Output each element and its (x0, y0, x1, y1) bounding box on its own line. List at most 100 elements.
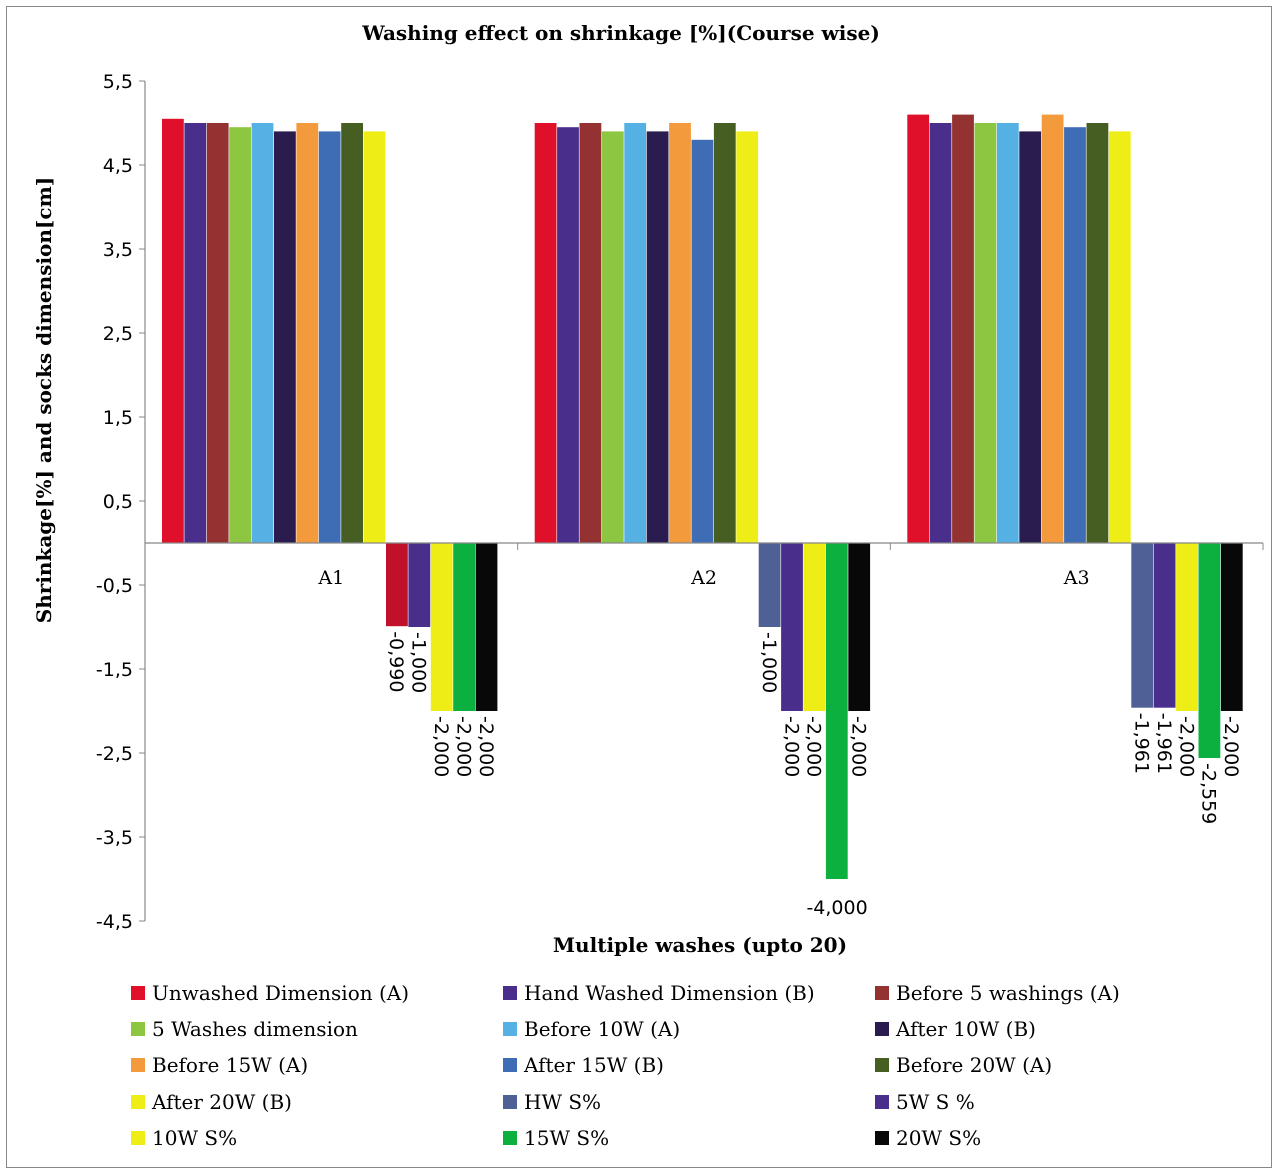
legend-swatch (875, 1095, 889, 1109)
data-label: -2,000 (780, 716, 802, 777)
y-tick-label: -1,5 (96, 659, 133, 681)
data-label: -0,990 (385, 631, 407, 692)
bar (408, 543, 431, 627)
bar (974, 123, 997, 543)
legend-label: Hand Washed Dimension (B) (524, 981, 815, 1005)
data-label: -2,000 (1175, 716, 1197, 777)
bar (1176, 543, 1198, 711)
chart-frame (6, 6, 1272, 1168)
x-axis-title: Multiple washes (upto 20) (553, 933, 847, 957)
bar (557, 127, 579, 543)
bar (624, 123, 647, 543)
category-label: A1 (317, 567, 344, 589)
legend-swatch (875, 1131, 889, 1145)
bar (1131, 543, 1154, 708)
y-tick-label: -2,5 (96, 743, 133, 765)
legend-swatch (131, 986, 145, 1000)
bar (825, 543, 848, 879)
category-labels: A1 A2 A3 (317, 567, 1089, 589)
bar (1019, 131, 1042, 543)
bar (1198, 543, 1221, 758)
legend-label: HW S% (524, 1090, 601, 1114)
legend-swatch (875, 1022, 889, 1036)
legend-swatch (503, 1022, 517, 1036)
bar (713, 123, 736, 543)
data-label: -1,961 (1153, 713, 1175, 774)
bar (341, 123, 363, 543)
legend-label: 5W S % (896, 1090, 975, 1114)
bar (386, 543, 408, 627)
legend-swatch (503, 1131, 517, 1145)
data-label: -1,961 (1131, 713, 1153, 774)
category-label: A2 (690, 567, 717, 589)
y-tick-label: -4,5 (96, 911, 133, 933)
legend-label: 5 Washes dimension (152, 1017, 358, 1041)
legend-swatch (503, 1095, 517, 1109)
legend-label: After 15W (B) (523, 1053, 664, 1077)
y-tick-label: -3,5 (96, 827, 133, 849)
bar (1153, 543, 1176, 708)
data-label: -2,559 (1198, 763, 1220, 824)
bar (758, 543, 781, 627)
chart-title: Washing effect on shrinkage [%](Course w… (361, 21, 880, 45)
bar (736, 131, 759, 543)
legend-swatch (875, 986, 889, 1000)
bar (1086, 123, 1109, 543)
bar (1108, 131, 1131, 543)
legend-label: 10W S% (152, 1126, 237, 1150)
data-label: -2,000 (430, 716, 452, 777)
bar (1220, 543, 1243, 711)
legend-label: Before 20W (A) (896, 1053, 1052, 1077)
y-tick-label: 0,5 (103, 491, 133, 513)
bar (781, 543, 803, 711)
y-axis: 5,5 4,5 3,5 2,5 1,5 0,5 -0,5 -1,5 -2,5 -3,5 -4,5 (96, 71, 145, 933)
bar (1041, 114, 1064, 543)
legend-swatch (131, 1095, 145, 1109)
bar (430, 543, 453, 711)
data-label: -1,000 (408, 632, 430, 693)
bar (691, 139, 714, 544)
bar (848, 543, 871, 711)
bar (646, 131, 669, 543)
bar (453, 543, 475, 711)
y-tick-label: 3,5 (103, 239, 133, 261)
bar (274, 131, 296, 543)
legend-label: Before 10W (A) (524, 1017, 680, 1041)
data-label: -1,000 (758, 632, 780, 693)
bar (229, 127, 251, 543)
y-tick-label: 2,5 (103, 323, 133, 345)
data-label: -2,000 (803, 716, 825, 777)
legend-label: After 20W (B) (151, 1090, 292, 1114)
legend-swatch (503, 986, 517, 1000)
bar (929, 123, 952, 543)
bar (184, 123, 207, 543)
legend-swatch (131, 1058, 145, 1072)
legend-label: Before 5 washings (A) (896, 981, 1120, 1005)
bar (579, 123, 602, 543)
data-label: -2,000 (1220, 716, 1242, 777)
legend-label: Unwashed Dimension (A) (152, 981, 409, 1005)
bar (162, 118, 184, 544)
data-label: -2,000 (452, 716, 474, 777)
bar (803, 543, 826, 711)
legend-swatch (131, 1022, 145, 1036)
data-label: -4,000 (806, 897, 867, 919)
legend-label: 20W S% (896, 1126, 981, 1150)
y-tick-label: -0,5 (96, 575, 133, 597)
data-labels: -0,990 -1,000-2,000 -2,000 -2,000-1,000-2,0… (385, 631, 1242, 919)
y-tick-label: 4,5 (103, 155, 133, 177)
bar (1064, 127, 1086, 543)
bar (251, 123, 274, 543)
bar (996, 123, 1019, 543)
bar (907, 114, 930, 543)
legend-swatch (875, 1058, 889, 1072)
y-tick-label: 5,5 (103, 71, 133, 93)
bar (534, 123, 557, 543)
y-axis-title: Shrinkage[%] and socks dimension[cm] (32, 177, 56, 623)
bar (296, 123, 319, 543)
legend-label: After 10W (B) (895, 1017, 1036, 1041)
bar (475, 543, 498, 711)
legend: Unwashed Dimension (A) Hand Washed Dimens… (131, 981, 1120, 1150)
legend-label: Before 15W (A) (152, 1053, 308, 1077)
